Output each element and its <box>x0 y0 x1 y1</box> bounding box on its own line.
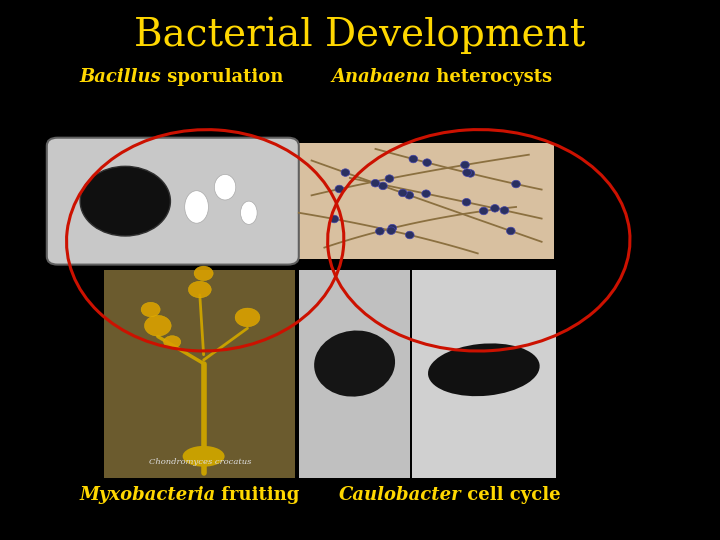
Ellipse shape <box>512 180 521 188</box>
Text: fruiting: fruiting <box>215 486 300 504</box>
Ellipse shape <box>240 201 257 225</box>
FancyBboxPatch shape <box>47 138 299 265</box>
Ellipse shape <box>500 207 509 214</box>
Ellipse shape <box>405 192 414 199</box>
Text: Anabaena: Anabaena <box>331 68 431 85</box>
Ellipse shape <box>145 315 171 336</box>
Ellipse shape <box>428 343 540 396</box>
Ellipse shape <box>80 166 171 236</box>
Ellipse shape <box>462 198 471 206</box>
Ellipse shape <box>409 156 418 163</box>
Ellipse shape <box>335 185 343 193</box>
Ellipse shape <box>422 190 431 198</box>
Bar <box>412 270 556 478</box>
Text: Bacillus: Bacillus <box>79 68 161 85</box>
Bar <box>299 270 410 478</box>
Text: Chondromyces crocatus: Chondromyces crocatus <box>148 458 251 466</box>
Ellipse shape <box>379 182 387 190</box>
Ellipse shape <box>371 179 379 187</box>
Bar <box>104 270 295 478</box>
Ellipse shape <box>423 159 431 166</box>
Ellipse shape <box>194 266 213 281</box>
Ellipse shape <box>141 302 160 317</box>
Text: sporulation: sporulation <box>161 68 284 85</box>
Ellipse shape <box>461 161 469 168</box>
Ellipse shape <box>183 446 225 467</box>
Ellipse shape <box>405 231 414 239</box>
Ellipse shape <box>184 191 209 223</box>
Text: cell cycle: cell cycle <box>461 486 561 504</box>
Ellipse shape <box>466 170 474 177</box>
Ellipse shape <box>385 175 394 183</box>
Ellipse shape <box>330 215 338 223</box>
Ellipse shape <box>235 308 260 327</box>
Ellipse shape <box>506 227 515 235</box>
Ellipse shape <box>480 207 488 215</box>
Ellipse shape <box>341 169 350 177</box>
Ellipse shape <box>189 281 211 298</box>
Ellipse shape <box>490 205 499 212</box>
Text: Bacterial Development: Bacterial Development <box>135 16 585 53</box>
Ellipse shape <box>387 227 395 234</box>
Text: Myxobacteria: Myxobacteria <box>79 486 215 504</box>
Ellipse shape <box>215 174 235 200</box>
Ellipse shape <box>163 336 181 348</box>
Text: Caulobacter: Caulobacter <box>338 486 461 504</box>
Ellipse shape <box>388 224 397 232</box>
Ellipse shape <box>314 330 395 396</box>
Ellipse shape <box>463 169 472 177</box>
Ellipse shape <box>376 227 384 235</box>
Bar <box>54 143 292 259</box>
Ellipse shape <box>398 189 407 197</box>
Text: heterocysts: heterocysts <box>431 68 552 85</box>
Bar <box>299 143 554 259</box>
